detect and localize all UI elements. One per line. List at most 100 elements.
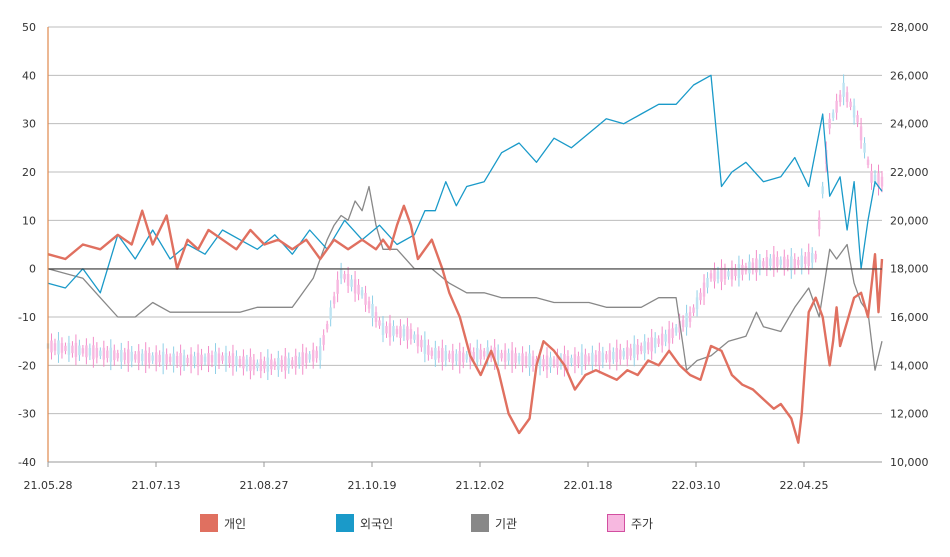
price-candle [748,261,751,274]
price-candle [273,361,277,367]
price-candle [256,362,259,368]
price-candle [409,329,413,339]
price-candle [413,334,416,340]
price-candle [783,256,786,269]
legend: 개인 외국인 기관 주가 [0,508,950,538]
price-candle [521,353,524,366]
price-candle [277,357,280,370]
price-candle [60,343,64,353]
price-candle [531,356,535,366]
price-candle [838,94,842,103]
price-candle [308,354,311,360]
price-candle [371,303,374,318]
price-candle [151,355,154,361]
right-tick-label: 22,000 [890,166,929,179]
price-candle [570,357,573,364]
left-tick-label: 10 [22,214,36,227]
price-candle [842,82,845,97]
price-candle [179,353,182,368]
price-candle [388,323,392,338]
price-candle [332,296,336,304]
price-candle [182,355,186,366]
price-candle [580,352,584,367]
legend-label-individual: 개인 [224,516,247,531]
price-candle [845,92,849,102]
price-candle [116,353,120,359]
price-candle [287,358,290,368]
price-candle [566,355,570,366]
legend-item-individual[interactable]: 개인 [200,514,246,532]
price-candle [591,352,594,365]
price-candle [650,337,653,352]
price-candle [545,355,549,370]
price-candle [364,292,367,305]
price-candle [245,359,249,367]
price-candle [137,351,140,364]
price-candle [172,353,175,366]
price-candle [50,340,53,353]
price-candle [196,352,200,367]
price-candle [741,265,744,275]
x-tick-label: 21.10.19 [348,479,397,492]
price-candle [486,347,489,360]
price-candle [608,350,612,363]
price-candle [200,354,203,365]
price-candle [318,346,322,361]
price-candle [336,279,339,294]
right-tick-label: 12,000 [890,408,929,421]
price-candle [451,350,455,363]
price-candle [263,361,266,369]
right-tick-label: 18,000 [890,263,929,276]
price-candle [113,350,116,361]
legend-swatch-price [607,514,625,532]
x-tick-label: 21.12.02 [456,479,505,492]
price-candle [123,352,126,360]
price-candle [441,348,444,363]
price-candle [437,350,441,359]
price-candle [217,353,221,364]
price-candle [538,356,542,369]
price-candle [601,352,605,363]
price-candle [329,307,332,320]
price-candle [835,100,838,113]
price-candle [322,335,325,345]
price-candle [175,356,179,364]
legend-label-foreign: 외국인 [360,516,394,531]
price-candle [301,352,304,367]
price-candle [420,339,423,348]
price-candle [598,351,601,366]
price-candle [102,347,106,360]
price-candle [852,105,856,118]
price-candle [475,348,479,363]
price-candle [734,268,737,277]
price-candle [528,353,531,368]
legend-item-foreign[interactable]: 외국인 [336,514,393,532]
price-candle [804,256,807,264]
price-candle [238,359,242,365]
price-candle [657,338,660,344]
price-candle [235,356,238,366]
price-candle [315,350,318,359]
price-candle [751,262,755,270]
price-candle [78,345,81,356]
price-candle [500,353,503,359]
price-candle [790,256,793,271]
price-candle [755,258,758,273]
legend-item-institution[interactable]: 기관 [471,514,517,532]
series-line-individual [47,204,884,444]
price-candle [53,343,57,351]
series-line-institution [47,185,883,371]
right-tick-label: 26,000 [890,69,929,82]
right-tick-label: 20,000 [890,214,929,227]
price-candle [444,350,448,361]
price-candle [284,356,287,371]
price-candle [873,174,877,183]
price-candle [653,337,657,348]
price-candle [406,326,409,341]
legend-item-price[interactable]: 주가 [607,514,653,532]
price-candle [455,353,458,362]
price-candle [769,258,772,266]
price-candle [678,320,681,333]
price-candle [503,350,507,363]
legend-swatch-institution [471,514,489,532]
